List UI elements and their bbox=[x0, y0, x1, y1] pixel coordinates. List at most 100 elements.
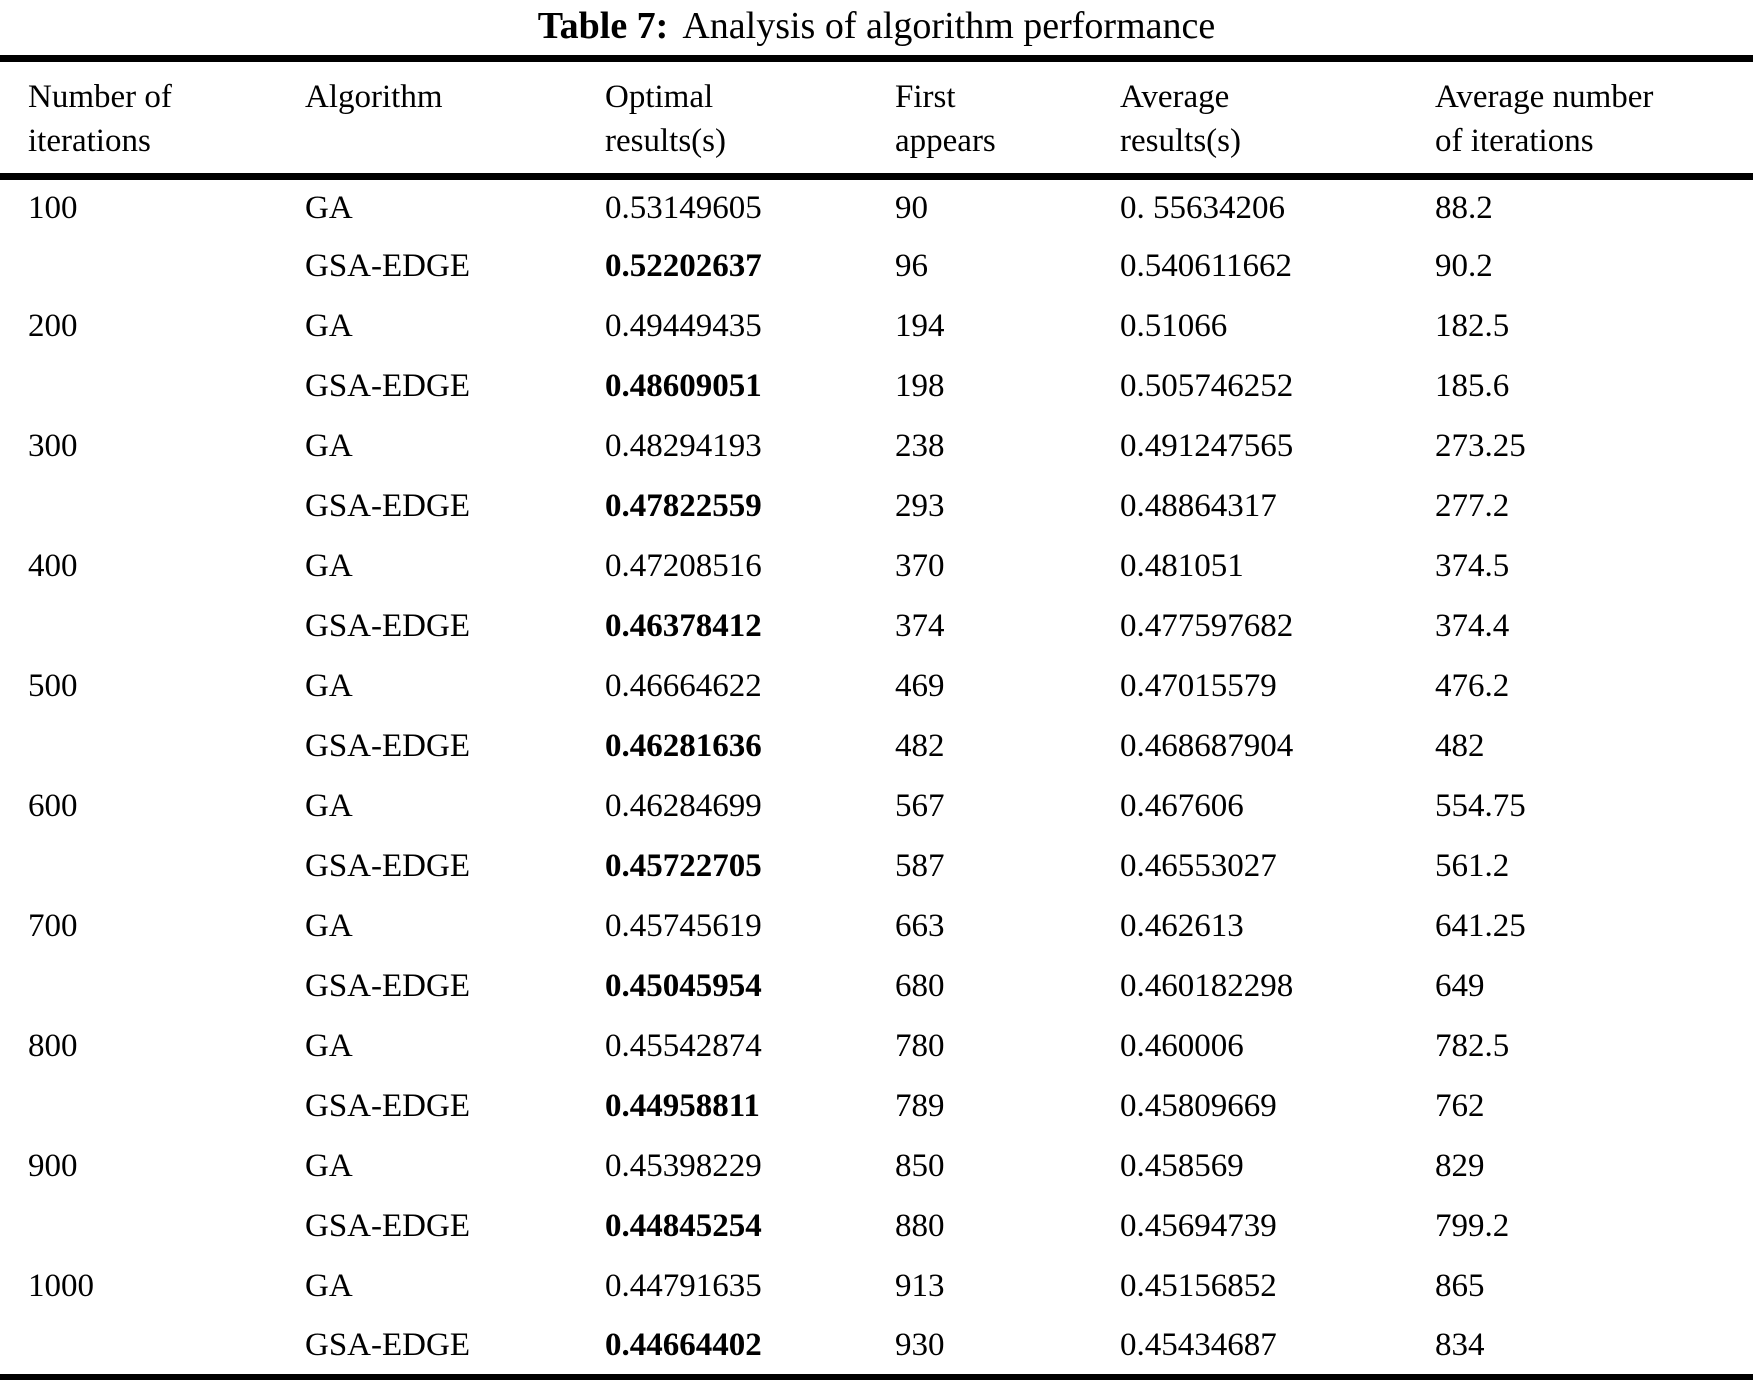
performance-table: Number of iterations Algorithm Optimal r… bbox=[0, 55, 1753, 1380]
column-header-line: results(s) bbox=[1120, 122, 1241, 159]
cell-average-iterations: 561.2 bbox=[1435, 848, 1510, 884]
cell-average-result: 0.468687904 bbox=[1120, 728, 1294, 764]
cell-average-iterations: 865 bbox=[1435, 1268, 1485, 1304]
cell-first-appears: 96 bbox=[895, 248, 928, 284]
cell-optimal-result: 0.48609051 bbox=[605, 368, 762, 404]
cell-optimal-result: 0.47822559 bbox=[605, 488, 762, 524]
table-row: 400 GA 0.47208516 370 0.481051 374.5 bbox=[0, 537, 1753, 597]
cell-algorithm: GSA-EDGE bbox=[305, 1088, 470, 1124]
cell-iterations bbox=[0, 1077, 305, 1137]
cell-iterations bbox=[0, 477, 305, 537]
cell-optimal-result: 0.44791635 bbox=[605, 1268, 762, 1304]
cell-average-result: 0.540611662 bbox=[1120, 248, 1293, 284]
cell-average-iterations: 649 bbox=[1435, 968, 1485, 1004]
table-caption: Table 7: Analysis of algorithm performanc… bbox=[0, 0, 1753, 55]
table-row: 700 GA 0.45745619 663 0.462613 641.25 bbox=[0, 897, 1753, 957]
cell-algorithm: GA bbox=[305, 668, 353, 704]
table-row: GSA-EDGE 0.46281636 482 0.468687904 482 bbox=[0, 717, 1753, 777]
cell-average-result: 0.48864317 bbox=[1120, 488, 1277, 524]
table-row: GSA-EDGE 0.45722705 587 0.46553027 561.2 bbox=[0, 837, 1753, 897]
cell-algorithm: GSA-EDGE bbox=[305, 968, 470, 1004]
cell-iterations: 500 bbox=[28, 668, 78, 704]
cell-first-appears: 482 bbox=[895, 728, 945, 764]
column-header-line: Average number bbox=[1435, 79, 1654, 115]
cell-first-appears: 567 bbox=[895, 788, 945, 824]
cell-optimal-result: 0.49449435 bbox=[605, 308, 762, 344]
cell-average-result: 0.460006 bbox=[1120, 1028, 1244, 1064]
cell-average-iterations: 476.2 bbox=[1435, 668, 1510, 704]
cell-iterations bbox=[0, 1317, 305, 1377]
cell-iterations: 300 bbox=[28, 428, 78, 464]
cell-iterations bbox=[0, 357, 305, 417]
cell-optimal-result: 0.45745619 bbox=[605, 908, 762, 944]
cell-average-iterations: 277.2 bbox=[1435, 488, 1510, 524]
cell-first-appears: 789 bbox=[895, 1088, 945, 1124]
cell-iterations: 900 bbox=[28, 1148, 78, 1184]
cell-average-iterations: 90.2 bbox=[1435, 248, 1493, 284]
table-row: GSA-EDGE 0.52202637 96 0.540611662 90.2 bbox=[0, 237, 1753, 297]
cell-first-appears: 850 bbox=[895, 1148, 945, 1184]
table-caption-label: Table 7: bbox=[537, 5, 669, 47]
cell-average-iterations: 88.2 bbox=[1435, 189, 1493, 226]
cell-algorithm: GSA-EDGE bbox=[305, 608, 470, 644]
column-header-line: appears bbox=[895, 122, 996, 159]
cell-algorithm: GSA-EDGE bbox=[305, 1208, 470, 1244]
cell-algorithm: GSA-EDGE bbox=[305, 848, 470, 884]
cell-average-iterations: 762 bbox=[1435, 1088, 1485, 1124]
cell-average-iterations: 834 bbox=[1435, 1326, 1485, 1363]
cell-average-result: 0.45156852 bbox=[1120, 1268, 1277, 1304]
cell-optimal-result: 0.44664402 bbox=[605, 1326, 762, 1363]
cell-first-appears: 663 bbox=[895, 908, 945, 944]
cell-algorithm: GSA-EDGE bbox=[305, 1326, 470, 1363]
cell-average-iterations: 273.25 bbox=[1435, 428, 1526, 464]
cell-iterations: 200 bbox=[28, 308, 78, 344]
cell-first-appears: 913 bbox=[895, 1268, 945, 1304]
column-header-line: First bbox=[895, 79, 956, 115]
cell-algorithm: GA bbox=[305, 548, 353, 584]
header-row: Number of iterations Algorithm Optimal r… bbox=[0, 58, 1753, 180]
cell-first-appears: 198 bbox=[895, 368, 945, 404]
cell-iterations bbox=[0, 837, 305, 897]
table-row: 1000 GA 0.44791635 913 0.45156852 865 bbox=[0, 1257, 1753, 1317]
cell-algorithm: GA bbox=[305, 1028, 353, 1064]
column-header-line: of iterations bbox=[1435, 122, 1594, 159]
cell-average-iterations: 799.2 bbox=[1435, 1208, 1510, 1244]
cell-algorithm: GA bbox=[305, 189, 353, 226]
cell-first-appears: 587 bbox=[895, 848, 945, 884]
cell-optimal-result: 0.46664622 bbox=[605, 668, 762, 704]
cell-first-appears: 194 bbox=[895, 308, 945, 344]
cell-average-iterations: 782.5 bbox=[1435, 1028, 1510, 1064]
cell-average-result: 0.460182298 bbox=[1120, 968, 1294, 1004]
cell-average-result: 0.45694739 bbox=[1120, 1208, 1277, 1244]
table-row: 500 GA 0.46664622 469 0.47015579 476.2 bbox=[0, 657, 1753, 717]
cell-first-appears: 374 bbox=[895, 608, 945, 644]
cell-optimal-result: 0.45398229 bbox=[605, 1148, 762, 1184]
table-body: 100 GA 0.53149605 90 0. 55634206 88.2 GS… bbox=[0, 177, 1753, 1377]
cell-average-result: 0.477597682 bbox=[1120, 608, 1294, 644]
cell-first-appears: 370 bbox=[895, 548, 945, 584]
cell-first-appears: 293 bbox=[895, 488, 945, 524]
cell-algorithm: GA bbox=[305, 1268, 353, 1304]
cell-average-result: 0.45434687 bbox=[1120, 1326, 1277, 1363]
column-header-first-appears: First appears bbox=[895, 58, 1120, 180]
cell-average-iterations: 374.4 bbox=[1435, 608, 1510, 644]
cell-optimal-result: 0.47208516 bbox=[605, 548, 762, 584]
table-row: GSA-EDGE 0.44664402 930 0.45434687 834 bbox=[0, 1317, 1753, 1377]
cell-algorithm: GA bbox=[305, 908, 353, 944]
cell-iterations bbox=[0, 957, 305, 1017]
column-header-optimal-results: Optimal results(s) bbox=[605, 58, 895, 180]
cell-average-result: 0. 55634206 bbox=[1120, 189, 1285, 226]
cell-first-appears: 469 bbox=[895, 668, 945, 704]
cell-iterations bbox=[0, 597, 305, 657]
cell-average-result: 0.46553027 bbox=[1120, 848, 1277, 884]
cell-optimal-result: 0.45722705 bbox=[605, 848, 762, 884]
column-header-iterations: Number of iterations bbox=[0, 58, 305, 180]
table-header: Number of iterations Algorithm Optimal r… bbox=[0, 58, 1753, 180]
cell-algorithm: GSA-EDGE bbox=[305, 488, 470, 524]
cell-first-appears: 780 bbox=[895, 1028, 945, 1064]
cell-average-result: 0.45809669 bbox=[1120, 1088, 1277, 1124]
cell-optimal-result: 0.52202637 bbox=[605, 248, 762, 284]
cell-algorithm: GA bbox=[305, 308, 353, 344]
cell-algorithm: GA bbox=[305, 788, 353, 824]
